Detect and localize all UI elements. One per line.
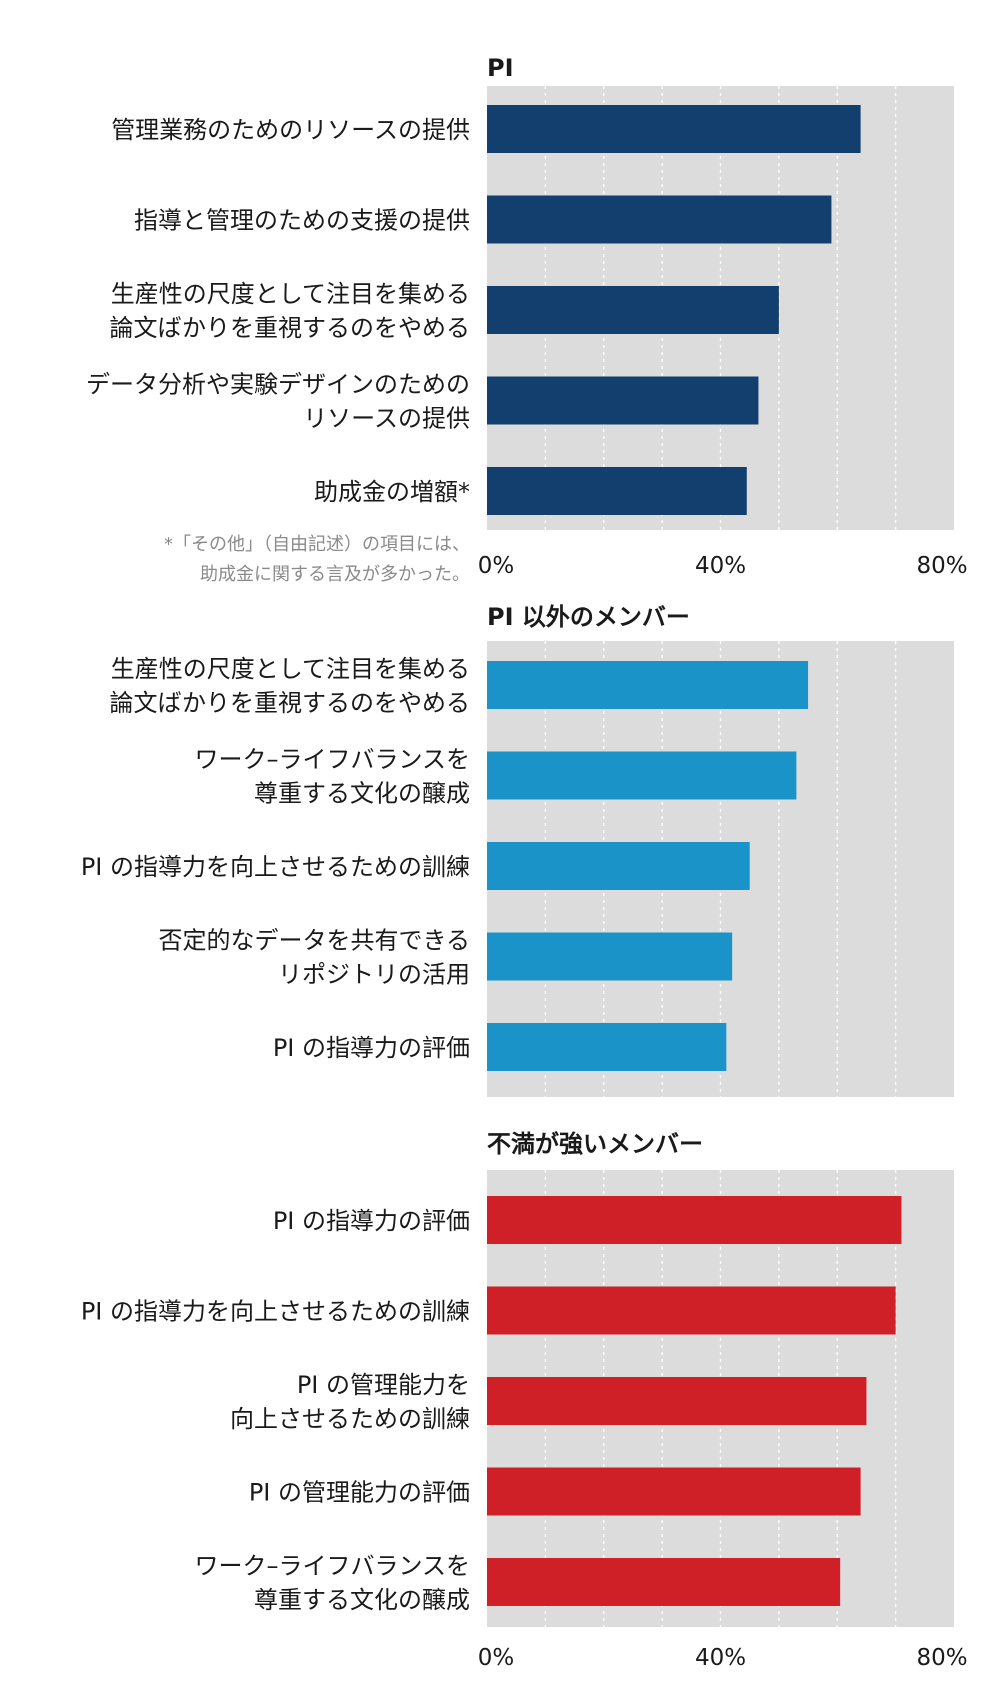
category-label: 助成金の増額* (314, 478, 470, 506)
category-label: PI の指導力の評価 (273, 1207, 470, 1235)
bar (487, 1377, 867, 1425)
bar (487, 1023, 727, 1071)
category-label: PI の指導力の評価 (273, 1034, 470, 1062)
bar (487, 842, 750, 890)
tick-label: 40% (695, 1645, 746, 1671)
category-label: リソースの提供 (303, 405, 470, 433)
category-label: 尊重する文化の醸成 (254, 1586, 470, 1614)
category-label: 論文ばかりを重視するのをやめる (110, 689, 470, 717)
bar (487, 1196, 902, 1244)
footnote: *「その他」（自由記述）の項目には、 (164, 534, 470, 555)
category-label: リポジトリの活用 (278, 961, 470, 989)
category-label: PI の指導力を向上させるための訓練 (81, 1298, 470, 1326)
panel-title: PI (487, 54, 514, 82)
tick-label: 0% (478, 553, 515, 579)
category-label: データ分析や実験デザインのための (86, 371, 470, 399)
chart-panel-3: 不満が強いメンバー PI の指導力の評価 PI の指導力を向上させるための訓練 PI … (81, 1130, 968, 1671)
chart-panel-1: PI 管理業務のためのリソースの提供指導と管理のための支援の提供生産性の尺度として… (86, 54, 968, 585)
bar (487, 467, 747, 515)
footnote: 助成金に関する言及が多かった。 (200, 564, 470, 585)
bar (487, 661, 809, 709)
category-label: 指導と管理のための支援の提供 (134, 207, 470, 235)
panel-title: PI 以外のメンバー (487, 603, 690, 631)
chart-panel-2: PI 以外のメンバー生産性の尺度として注目を集める論文ばかりを重視するのをやめる… (81, 603, 954, 1097)
bar (487, 932, 733, 981)
category-label: 向上させるための訓練 (230, 1405, 470, 1433)
bar (487, 195, 832, 244)
category-label: ワーク–ライフバランスを (194, 746, 470, 774)
category-label: 管理業務のためのリソースの提供 (111, 116, 470, 144)
tick-label: 40% (695, 553, 746, 579)
bar (487, 1467, 861, 1516)
category-label: 生産性の尺度として注目を集める (111, 655, 470, 683)
tick-label: 0% (478, 1645, 515, 1671)
category-label: PI の管理能力の評価 (249, 1479, 470, 1507)
bar (487, 105, 861, 153)
category-label: PI の指導力を向上させるための訓練 (81, 853, 470, 881)
bar (487, 376, 759, 425)
category-label: 論文ばかりを重視するのをやめる (110, 314, 470, 342)
category-label: ワーク–ライフバランスを (194, 1552, 470, 1580)
bar (487, 751, 797, 800)
bar (487, 1558, 841, 1606)
bar (487, 286, 779, 334)
category-label: 尊重する文化の醸成 (254, 780, 470, 808)
category-label: 生産性の尺度として注目を集める (111, 280, 470, 308)
category-label: 否定的なデータを共有できる (158, 927, 470, 955)
panel-title: 不満が強いメンバー (487, 1130, 703, 1158)
tick-label: 80% (916, 1645, 967, 1671)
tick-label: 80% (916, 553, 967, 579)
bar (487, 1286, 896, 1335)
category-label: PI の管理能力を (297, 1371, 470, 1399)
